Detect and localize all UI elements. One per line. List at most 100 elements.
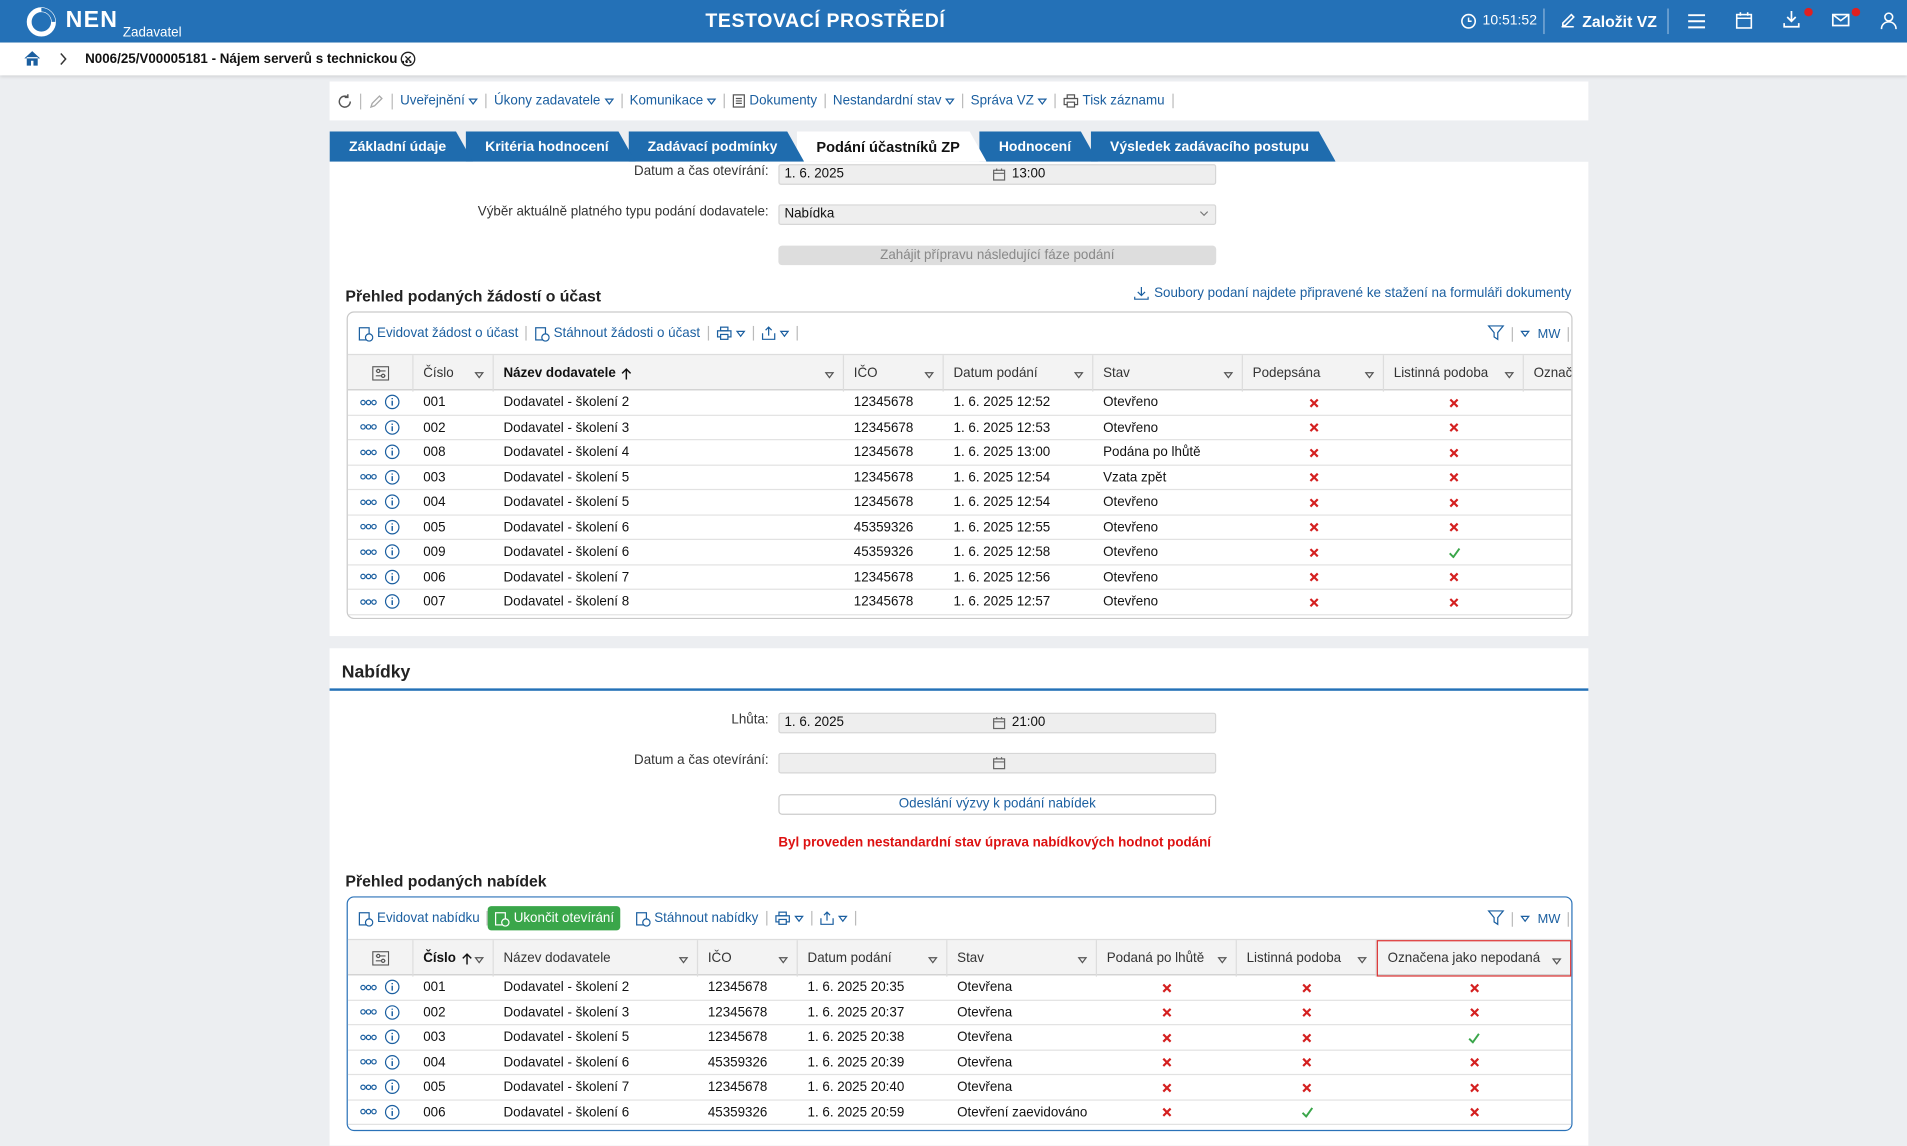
column-header[interactable]: Stav xyxy=(1093,355,1243,391)
table-action[interactable]: Evidovat nabídku xyxy=(350,911,488,926)
column-header[interactable]: Datum podání xyxy=(798,940,948,976)
download-link[interactable]: Soubory podaní najdete připravené ke sta… xyxy=(1133,286,1571,301)
cell: Podána po lhůtě xyxy=(1093,440,1243,464)
column-header[interactable]: Datum podání xyxy=(944,355,1094,391)
column-label: Listinná podoba xyxy=(1394,366,1488,381)
column-label: Číslo xyxy=(423,951,456,966)
export-button[interactable] xyxy=(812,911,856,926)
cell: 1. 6. 2025 12:53 xyxy=(944,415,1094,439)
select[interactable]: Nabídka xyxy=(778,204,1216,225)
column-label: Název dodavatele xyxy=(504,951,611,966)
table-header: Číslo Název dodavatele IČO Datum podání Stav… xyxy=(348,939,1571,975)
cell: Dodavatel - školení 3 xyxy=(494,1000,698,1024)
cell: Dodavatel - školení 5 xyxy=(494,490,844,514)
row-actions[interactable] xyxy=(360,519,400,535)
column-header[interactable]: IČO xyxy=(844,355,944,391)
row-actions[interactable] xyxy=(360,469,400,485)
column-header[interactable]: Číslo xyxy=(414,940,494,976)
column-label: Datum podání xyxy=(808,951,892,966)
cross-icon xyxy=(1384,390,1524,414)
column-settings[interactable] xyxy=(348,940,414,976)
cell: 12345678 xyxy=(698,1025,798,1049)
tab[interactable]: Zadávací podmínky xyxy=(628,131,804,161)
row-actions[interactable] xyxy=(360,1004,400,1020)
table-toolbar: Evidovat žádost o účast Stáhnout žádosti … xyxy=(350,313,797,354)
action-label: Evidovat žádost o účast xyxy=(377,326,518,341)
tab[interactable]: Výsledek zadávacího postupu xyxy=(1091,131,1336,161)
column-header[interactable]: Podaná po lhůtě xyxy=(1097,940,1237,976)
print-button[interactable] xyxy=(709,326,754,341)
view-dropdown[interactable] xyxy=(1521,327,1531,342)
print-button[interactable] xyxy=(767,911,812,926)
cross-icon xyxy=(1377,975,1572,999)
row-actions[interactable] xyxy=(360,444,400,460)
action-label: Ukončit otevírání xyxy=(514,911,614,926)
column-header[interactable]: Název dodavatele xyxy=(494,940,698,976)
column-header[interactable]: Označena jako nepodaná xyxy=(1377,940,1572,976)
cell: Otevřeno xyxy=(1093,590,1243,614)
cell: 12345678 xyxy=(844,440,944,464)
tab[interactable]: Hodnocení xyxy=(979,131,1097,161)
cross-icon xyxy=(1243,415,1384,439)
cell: 003 xyxy=(414,465,494,489)
row-actions[interactable] xyxy=(360,569,400,585)
table-action[interactable]: Ukončit otevírání xyxy=(488,906,620,930)
filter-button[interactable] xyxy=(1488,910,1505,929)
column-header[interactable]: Listinná podoba xyxy=(1237,940,1377,976)
date-input[interactable] xyxy=(778,753,1216,774)
column-header[interactable]: Označena jako nepodaná xyxy=(1524,355,1573,391)
cell: 1. 6. 2025 12:58 xyxy=(944,540,1094,564)
start-button[interactable]: Zahájit přípravu následující fáze podání xyxy=(778,246,1216,265)
column-settings[interactable] xyxy=(348,355,414,391)
separator xyxy=(1512,912,1513,927)
tab[interactable]: Kritéria hodnocení xyxy=(466,131,636,161)
row-actions[interactable] xyxy=(360,419,400,435)
cell: 008 xyxy=(414,440,494,464)
cell: Otevřeno xyxy=(1093,565,1243,589)
column-header[interactable]: Podepsána xyxy=(1243,355,1384,391)
send-button[interactable]: Odeslání výzvy k podání nabídek xyxy=(778,794,1216,815)
column-header[interactable]: IČO xyxy=(698,940,798,976)
row-actions[interactable] xyxy=(360,594,400,610)
tab[interactable]: Podání účastníků ZP xyxy=(797,131,987,161)
column-header[interactable]: Stav xyxy=(947,940,1097,976)
user-label: MW xyxy=(1538,912,1561,927)
cell: Vzata zpět xyxy=(1093,465,1243,489)
row-actions[interactable] xyxy=(360,1079,400,1095)
table-action[interactable]: Evidovat žádost o účast xyxy=(350,326,527,341)
table-action[interactable]: Stáhnout žádosti o účast xyxy=(527,326,709,341)
column-header[interactable]: Název dodavatele xyxy=(494,355,844,391)
view-dropdown[interactable] xyxy=(1521,912,1531,927)
cross-icon xyxy=(1097,975,1237,999)
row-actions[interactable] xyxy=(360,544,400,560)
date-input[interactable]: 1. 6. 202513:00 xyxy=(778,164,1216,185)
table-action[interactable]: Stáhnout nabídky xyxy=(627,911,766,926)
cell: 006 xyxy=(414,1100,494,1124)
cross-icon xyxy=(1243,440,1384,464)
cell: 12345678 xyxy=(844,490,944,514)
field-label: Lhůta: xyxy=(330,713,769,728)
table-row: 001Dodavatel - školení 2123456781. 6. 20… xyxy=(348,975,1571,1000)
column-header[interactable]: Číslo xyxy=(414,355,494,391)
row-actions[interactable] xyxy=(360,1029,400,1045)
cross-icon xyxy=(1243,565,1384,589)
table-row: 004Dodavatel - školení 5123456781. 6. 20… xyxy=(348,490,1571,515)
export-button[interactable] xyxy=(754,326,798,341)
time-value: 21:00 xyxy=(1012,715,1045,730)
cell: 1. 6. 2025 20:40 xyxy=(798,1075,948,1099)
tab[interactable]: Základní údaje xyxy=(330,131,473,161)
cell: 12345678 xyxy=(698,1000,798,1024)
row-actions[interactable] xyxy=(360,394,400,410)
row-actions[interactable] xyxy=(360,1054,400,1070)
date-input[interactable]: 1. 6. 202521:00 xyxy=(778,713,1216,734)
row-actions[interactable] xyxy=(360,979,400,995)
row-actions[interactable] xyxy=(360,1104,400,1120)
field-label: Datum a čas otevírání: xyxy=(330,164,769,179)
column-header[interactable]: Listinná podoba xyxy=(1384,355,1524,391)
cross-icon xyxy=(1384,565,1524,589)
row-actions[interactable] xyxy=(360,494,400,510)
filter-button[interactable] xyxy=(1488,325,1505,344)
column-label: Název dodavatele xyxy=(504,366,616,381)
cell: Otevřeno xyxy=(1093,540,1243,564)
